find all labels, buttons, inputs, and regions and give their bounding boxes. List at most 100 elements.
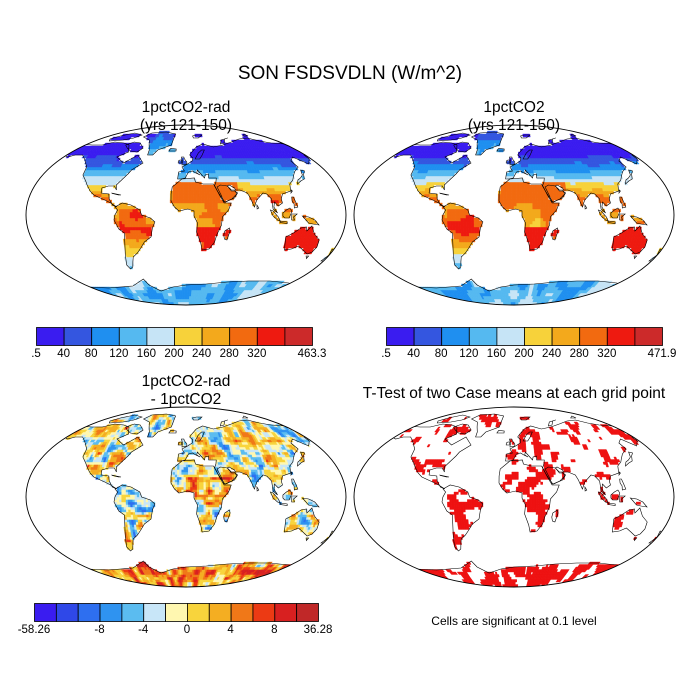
grid-cell [208,241,213,246]
grid-cell [277,298,286,303]
grid-cell [137,217,141,222]
grid-cell [605,193,610,198]
grid-cell [444,217,448,222]
grid-cell [596,301,606,305]
grid-cell [129,223,134,228]
grid-cell [96,298,104,303]
grid-cell [463,214,467,219]
grid-cell [138,232,142,237]
grid-cell [521,181,525,186]
grid-cell [457,220,462,225]
grid-cell [535,217,539,222]
grid-cell [84,295,93,300]
grid-cell [603,298,613,303]
grid-cell [87,298,97,303]
grid-cell [542,202,547,207]
grid-cell [516,163,520,168]
grid-cell [547,187,551,192]
grid-cell [455,217,459,222]
grid-cell [146,232,150,237]
grid-cell [271,211,275,216]
grid-cell [516,181,520,186]
grid-cell [206,235,210,240]
grid-cell [247,301,254,305]
grid-cell [545,223,549,228]
grid-cell [178,175,182,180]
grid-cell [209,238,213,243]
grid-cell [190,163,194,168]
grid-cell [465,301,471,305]
grid-cell [566,301,573,305]
grid-cell [607,292,615,297]
grid-cell [201,235,205,240]
grid-cell [287,286,295,291]
grid-cell [458,232,462,237]
grid-cell [196,208,200,213]
grid-cell [527,220,531,225]
grid-cell [468,226,472,231]
grid-cell [209,226,213,231]
grid-cell [428,301,438,305]
grid-cell [135,223,139,228]
grid-cell [137,226,142,231]
grid-cell [534,187,538,192]
grid-cell [616,289,625,294]
grid-cell [452,226,456,231]
coastline [282,207,293,219]
grid-cell [183,166,187,171]
grid-cell [135,214,139,219]
grid-cell [535,214,539,219]
grid-cell [124,226,128,231]
grid-cell [180,193,184,198]
grid-cell [183,193,187,198]
grid-cell [75,286,83,291]
grid-cell [524,214,528,219]
grid-cell [466,232,470,237]
grid-cell [508,172,512,177]
grid-cell [279,295,288,300]
grid-cell [247,298,255,303]
grid-cell [428,292,435,297]
grid-cell [451,301,458,305]
grid-cell [140,229,144,234]
grid-cell [180,184,184,189]
grid-cell [529,199,533,204]
grid-cell [569,301,576,305]
grid-cell [63,283,71,288]
grid-cell [449,220,454,225]
grid-cell [188,202,192,207]
grid-cell [563,301,570,305]
grid-cell [199,199,203,204]
grid-cell [537,235,541,240]
grid-cell [178,172,182,177]
grid-cell [127,220,131,225]
grid-cell [129,214,133,219]
grid-cell [119,220,123,225]
grid-cell [293,283,301,288]
grid-cell [206,196,211,201]
grid-cell [108,301,117,305]
grid-cell [98,295,106,300]
grid-cell [183,289,187,294]
grid-cell [88,295,96,300]
grid-cell [534,184,538,189]
grid-cell [628,148,636,153]
grid-cell [505,202,509,207]
grid-cell [449,217,453,222]
grid-cell [610,295,619,300]
coastline [113,202,156,270]
grid-cell [414,298,423,303]
grid-cell [582,298,589,303]
grid-cell [198,184,202,189]
grid-cell [183,160,187,165]
grid-cell [506,172,510,177]
map-panel-top-left [25,124,347,306]
grid-cell [434,298,442,303]
grid-cell [212,226,216,231]
grid-cell [201,241,205,246]
grid-cell [524,190,528,195]
grid-cell [116,301,124,305]
grid-cell [214,229,219,234]
grid-cell [540,223,544,228]
grid-cell [204,211,208,216]
